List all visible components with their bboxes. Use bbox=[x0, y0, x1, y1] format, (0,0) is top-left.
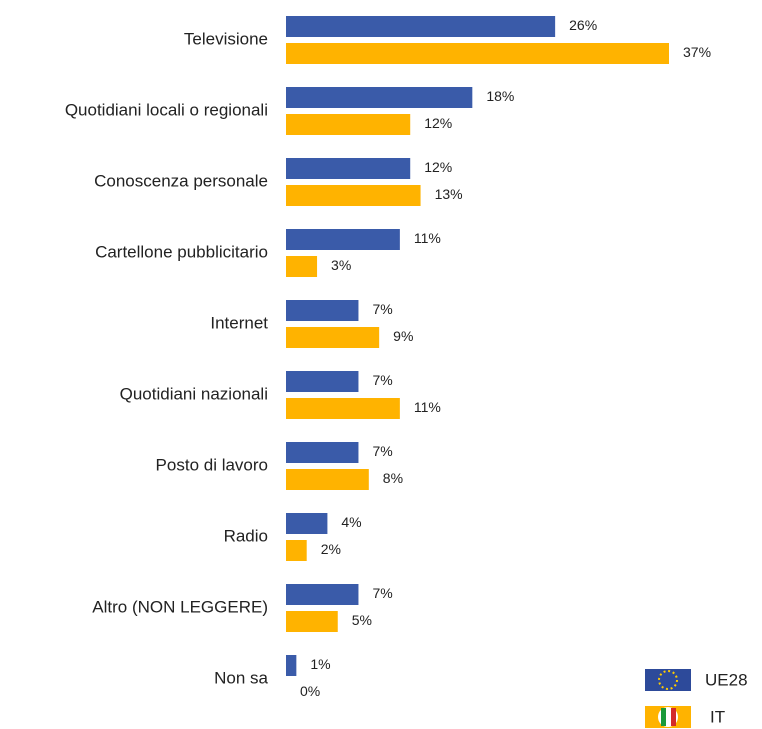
value-label: 7% bbox=[372, 372, 392, 388]
bar bbox=[286, 469, 369, 490]
category-label: Internet bbox=[210, 313, 268, 332]
bar bbox=[286, 300, 359, 321]
value-label: 3% bbox=[331, 257, 351, 273]
bar bbox=[286, 442, 359, 463]
value-label: 37% bbox=[683, 44, 711, 60]
category-label: Cartellone pubblicitario bbox=[95, 242, 268, 261]
value-label: 11% bbox=[414, 399, 441, 415]
bar bbox=[286, 87, 473, 108]
category-label: Radio bbox=[224, 526, 268, 545]
value-label: 11% bbox=[414, 230, 441, 246]
bar bbox=[286, 16, 556, 37]
category-label: Conoscenza personale bbox=[94, 171, 268, 190]
value-label: 9% bbox=[393, 328, 413, 344]
value-label: 0% bbox=[300, 683, 320, 699]
value-label: 7% bbox=[372, 585, 392, 601]
category-label: Posto di lavoro bbox=[156, 455, 268, 474]
legend-label: UE28 bbox=[705, 670, 748, 689]
bar bbox=[286, 398, 400, 419]
bar bbox=[286, 158, 411, 179]
value-label: 26% bbox=[569, 17, 597, 33]
bar bbox=[286, 327, 380, 348]
bar bbox=[286, 584, 359, 605]
value-label: 8% bbox=[383, 470, 403, 486]
value-label: 4% bbox=[341, 514, 361, 530]
legend: UE28 IT bbox=[645, 669, 748, 728]
value-label: 18% bbox=[486, 88, 514, 104]
bar bbox=[286, 43, 669, 64]
legend-label: IT bbox=[710, 707, 725, 726]
value-label: 7% bbox=[372, 301, 392, 317]
legend-flag-it bbox=[645, 706, 691, 728]
bar bbox=[286, 185, 421, 206]
legend-flag-ue28 bbox=[645, 669, 691, 691]
bar bbox=[286, 611, 338, 632]
category-label: Quotidiani locali o regionali bbox=[65, 100, 268, 119]
category-label: Non sa bbox=[214, 668, 268, 687]
bar bbox=[286, 256, 318, 277]
value-label: 5% bbox=[352, 612, 372, 628]
bar bbox=[286, 371, 359, 392]
value-label: 7% bbox=[372, 443, 392, 459]
category-label: Altro (NON LEGGERE) bbox=[92, 597, 268, 616]
value-label: 12% bbox=[424, 159, 452, 175]
value-label: 2% bbox=[321, 541, 341, 557]
bar bbox=[286, 229, 400, 250]
category-label: Televisione bbox=[184, 29, 268, 48]
value-label: 1% bbox=[310, 656, 330, 672]
category-label: Quotidiani nazionali bbox=[120, 384, 268, 403]
value-label: 12% bbox=[424, 115, 452, 131]
value-label: 13% bbox=[435, 186, 463, 202]
bar bbox=[286, 540, 307, 561]
bar bbox=[286, 513, 328, 534]
bar bbox=[286, 114, 411, 135]
bar bbox=[286, 655, 297, 676]
